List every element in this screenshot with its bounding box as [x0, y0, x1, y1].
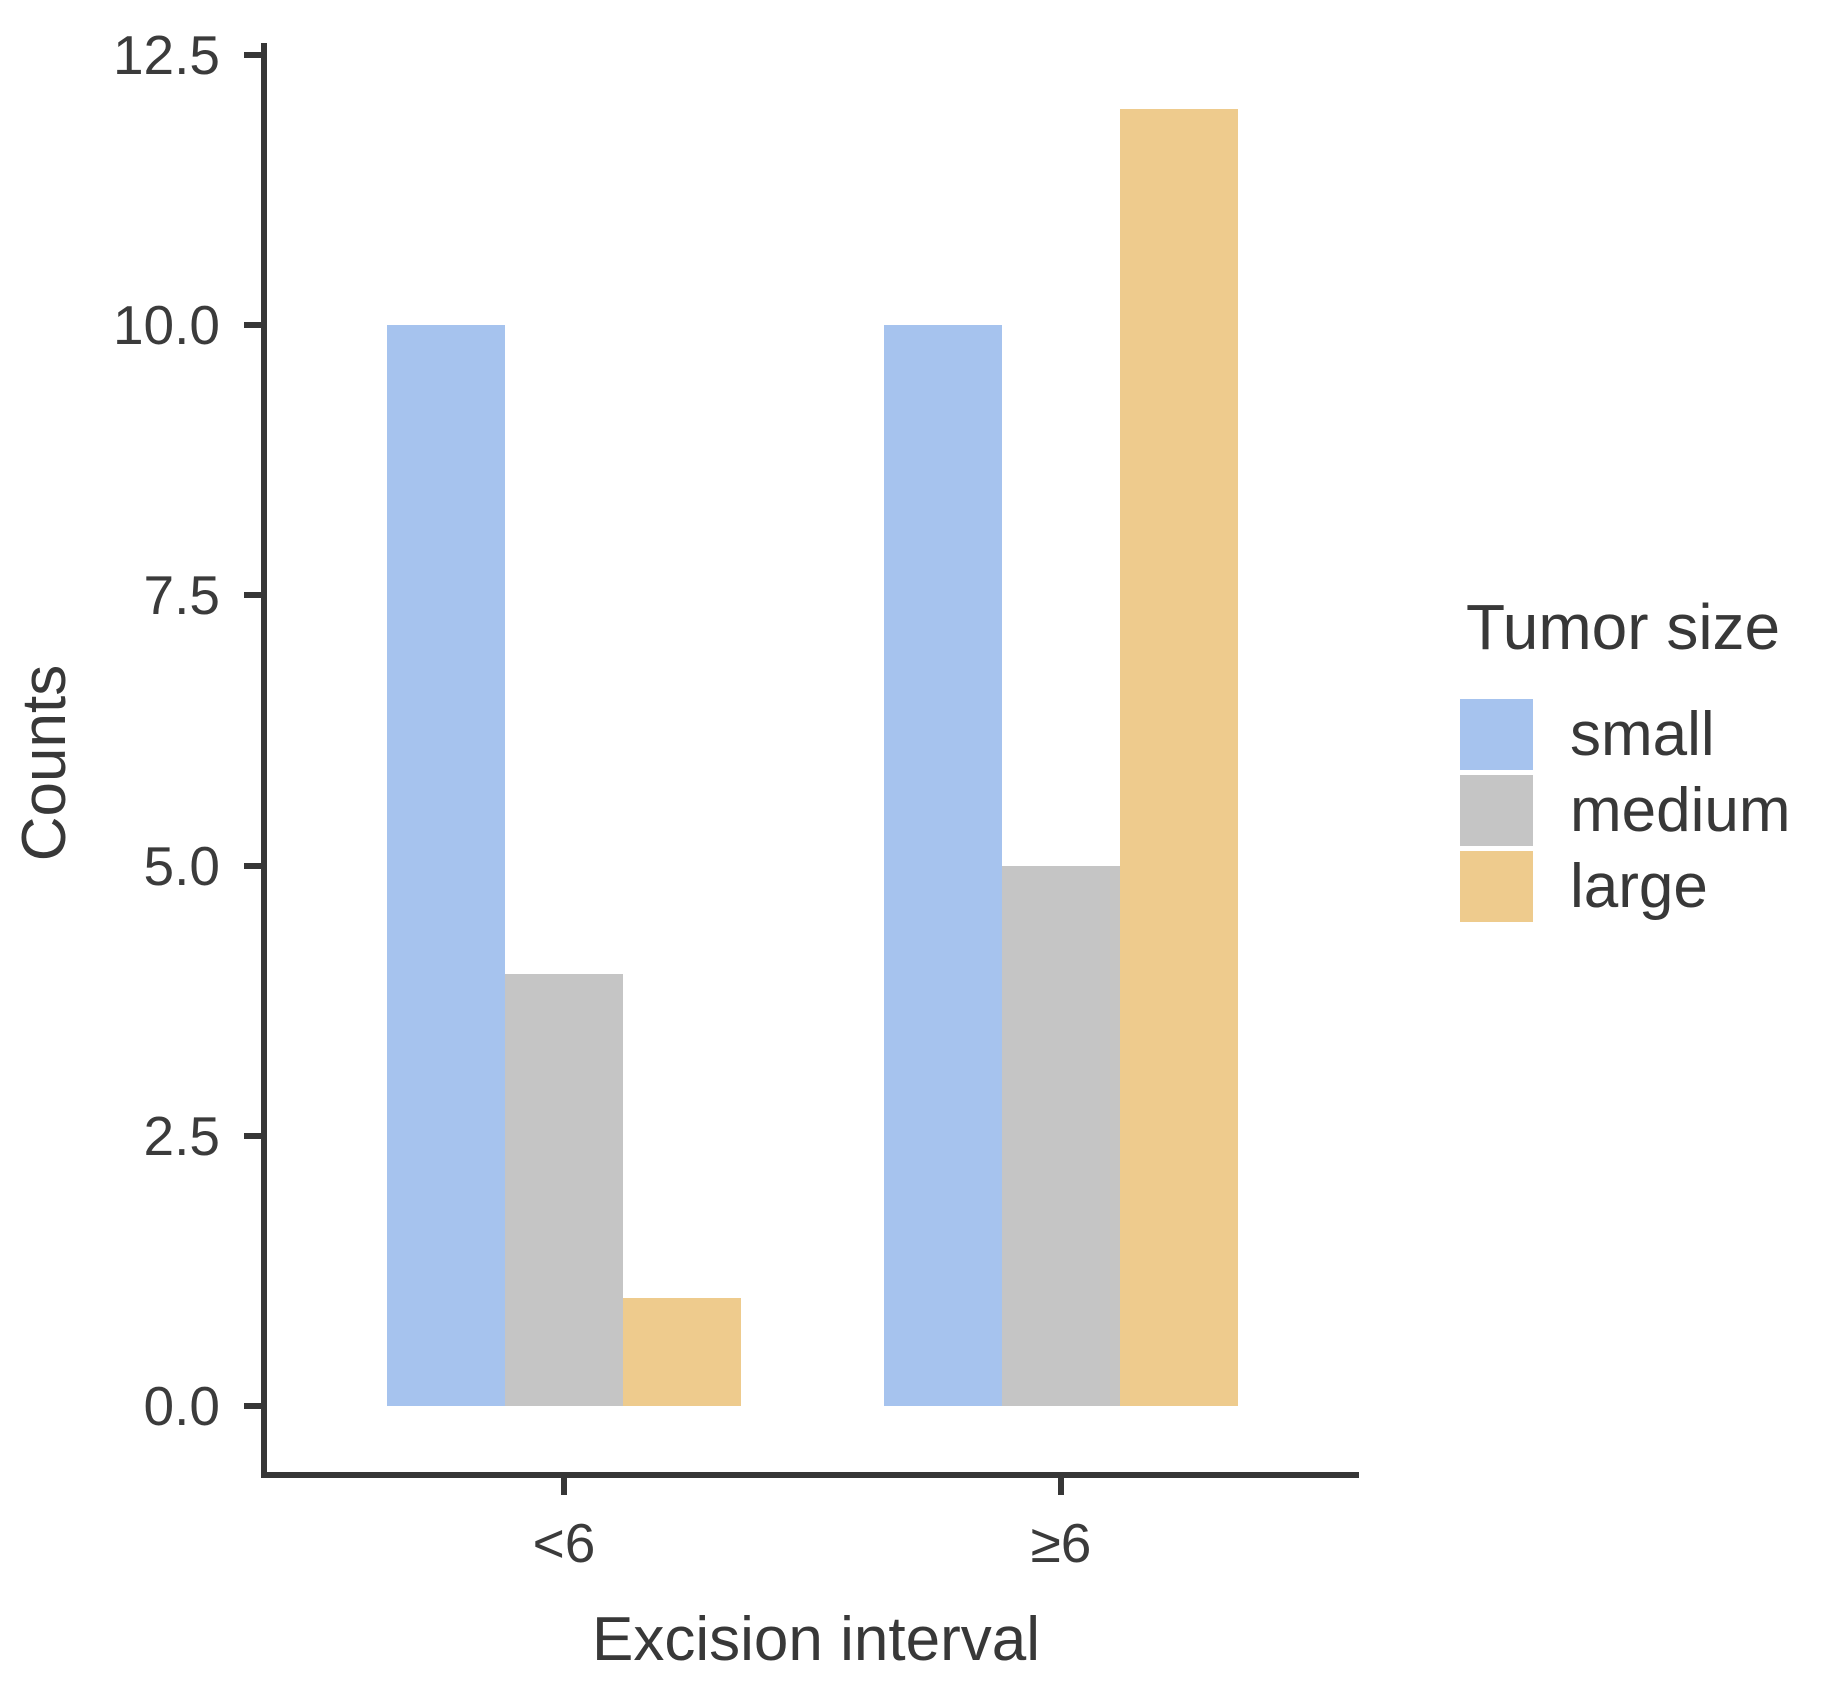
legend-item-medium: medium — [1460, 775, 1834, 846]
y-tick-mark — [244, 51, 261, 58]
x-tick-mark — [561, 1478, 567, 1495]
legend-swatch-small — [1460, 699, 1533, 770]
legend: Tumor size small medium large — [1460, 592, 1834, 922]
y-axis-line — [261, 43, 267, 1478]
legend-item-label: medium — [1570, 776, 1791, 845]
y-tick-mark — [244, 1403, 261, 1409]
legend-item-large: large — [1460, 851, 1834, 922]
y-tick-mark — [244, 1132, 261, 1139]
y-tick-mark — [244, 592, 261, 599]
y-tick-label: 2.5 — [143, 1104, 220, 1167]
y-tick-mark — [244, 322, 261, 328]
legend-item-label: small — [1570, 700, 1715, 769]
x-tick-mark — [1058, 1478, 1064, 1495]
y-tick-label: 0.0 — [143, 1375, 220, 1437]
x-tick-label: <6 — [532, 1512, 596, 1574]
legend-items: small medium large — [1460, 699, 1834, 922]
y-axis-title: Counts — [10, 664, 79, 862]
legend-swatch-large — [1460, 851, 1533, 922]
y-tick-label: 7.5 — [143, 564, 220, 627]
bar-medium-group2 — [1002, 865, 1120, 1406]
y-tick-label: 12.5 — [112, 23, 220, 86]
bar-medium-group1 — [505, 973, 623, 1406]
legend-item-small: small — [1460, 699, 1834, 770]
legend-swatch-medium — [1460, 775, 1533, 846]
x-axis-line — [261, 1472, 1359, 1478]
legend-item-label: large — [1570, 852, 1708, 921]
y-tick-label: 5.0 — [143, 834, 220, 897]
y-tick-label: 10.0 — [112, 294, 220, 356]
bar-large-group1 — [623, 1297, 741, 1406]
bar-large-group2 — [1120, 108, 1238, 1406]
bar-small-group2 — [884, 325, 1002, 1406]
y-tick-mark — [244, 862, 261, 869]
bar-small-group1 — [387, 325, 505, 1406]
x-axis-title: Excision interval — [592, 1605, 1040, 1674]
x-tick-label: ≥6 — [1030, 1512, 1092, 1574]
legend-title: Tumor size — [1466, 591, 1781, 663]
